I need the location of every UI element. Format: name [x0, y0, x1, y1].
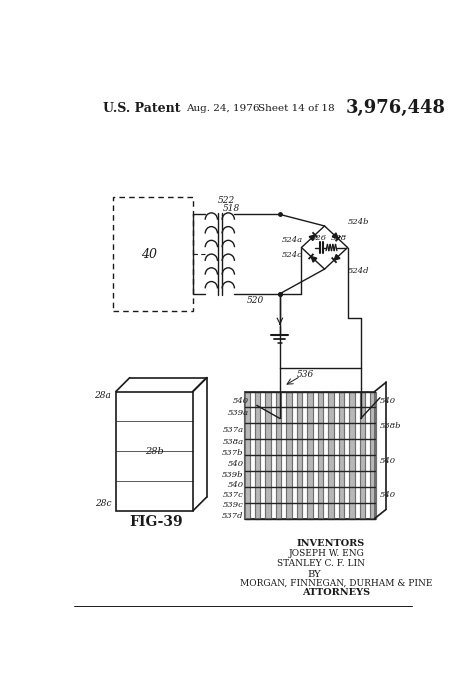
Polygon shape — [311, 256, 317, 262]
Bar — [116, 392, 193, 511]
Text: 3,976,448: 3,976,448 — [346, 99, 446, 117]
Text: 538a: 538a — [223, 438, 244, 445]
Text: Sheet 14 of 18: Sheet 14 of 18 — [257, 104, 334, 113]
Text: BY: BY — [308, 569, 321, 578]
Polygon shape — [334, 255, 340, 260]
Text: 540: 540 — [380, 491, 396, 500]
Bar — [113, 198, 193, 310]
Text: 540: 540 — [380, 457, 396, 465]
Text: Aug. 24, 1976: Aug. 24, 1976 — [186, 104, 259, 113]
Text: 540: 540 — [228, 481, 244, 489]
Polygon shape — [309, 235, 315, 241]
Text: 540: 540 — [228, 460, 244, 468]
Text: ATTORNEYS: ATTORNEYS — [302, 588, 370, 597]
Text: INVENTORS: INVENTORS — [296, 539, 365, 548]
Text: 528: 528 — [330, 235, 346, 242]
Text: 539b: 539b — [222, 470, 244, 479]
Polygon shape — [332, 233, 338, 239]
Text: 28b: 28b — [145, 447, 164, 456]
Text: 28c: 28c — [95, 498, 111, 507]
Text: 524a: 524a — [282, 236, 303, 244]
Text: 540: 540 — [233, 397, 249, 405]
Text: 526: 526 — [310, 235, 327, 242]
Text: 524b: 524b — [347, 218, 369, 226]
Text: JOSEPH W. ENG: JOSEPH W. ENG — [289, 549, 365, 558]
Text: 524d: 524d — [347, 267, 369, 276]
Text: 536: 536 — [297, 370, 314, 379]
Text: 28a: 28a — [94, 391, 111, 400]
Text: 518: 518 — [223, 204, 240, 213]
Text: 540: 540 — [380, 397, 396, 405]
Text: 40: 40 — [141, 248, 157, 261]
Text: 537b: 537b — [222, 449, 244, 457]
Text: STANLEY C. F. LIN: STANLEY C. F. LIN — [277, 559, 365, 568]
Text: 539a: 539a — [228, 409, 249, 417]
Text: 520: 520 — [246, 296, 264, 305]
Text: 537d: 537d — [222, 512, 244, 521]
Text: U.S. Patent: U.S. Patent — [103, 102, 180, 115]
Text: MORGAN, FINNEGAN, DURHAM & PINE: MORGAN, FINNEGAN, DURHAM & PINE — [240, 579, 432, 587]
Text: 537c: 537c — [223, 491, 244, 499]
Text: 524c: 524c — [282, 251, 302, 259]
Text: FIG-39: FIG-39 — [130, 516, 183, 530]
Text: 538b: 538b — [380, 422, 401, 430]
Text: 537a: 537a — [223, 426, 244, 434]
Text: 539c: 539c — [223, 502, 244, 509]
Text: 522: 522 — [218, 196, 235, 205]
